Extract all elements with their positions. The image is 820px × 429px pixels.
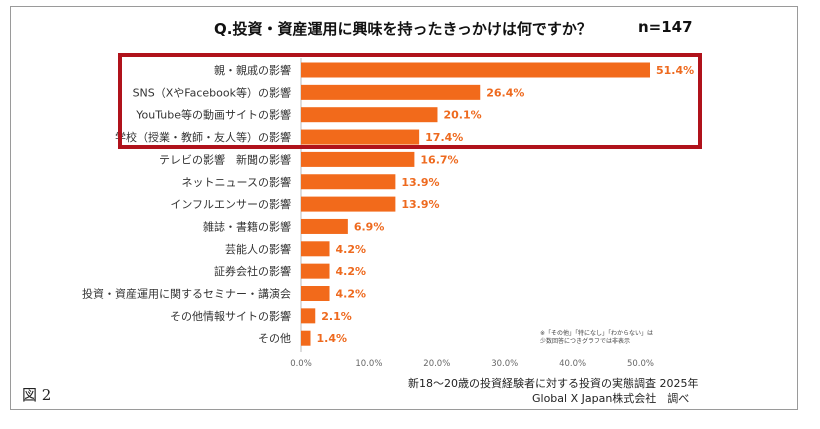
value-label: 16.7% (420, 153, 458, 166)
bar (301, 62, 651, 78)
sample-size: n=147 (638, 18, 693, 36)
category-label: 雑誌・書籍の影響 (203, 219, 291, 233)
bar (301, 218, 348, 234)
note-line-1: ※「その他」「特になし」「わからない」は (540, 330, 654, 337)
bar (301, 286, 330, 301)
value-label: 2.1% (321, 310, 352, 323)
category-label: 芸能人の影響 (225, 242, 291, 256)
source-line-1: 新18〜20歳の投資経験者に対する投資の実態調査 2025年 (408, 377, 699, 390)
category-label: テレビの影響 新聞の影響 (159, 152, 291, 166)
value-label: 13.9% (401, 198, 439, 211)
chart-note: ※「その他」「特になし」「わからない」は 少数回答につきグラフでは非表示 (540, 330, 653, 346)
category-label: ネットニュースの影響 (182, 175, 291, 189)
value-label: 4.2% (336, 288, 367, 301)
bar (301, 84, 481, 100)
figure-label: 図 2 (22, 386, 52, 404)
category-label: 証券会社の影響 (214, 264, 291, 278)
value-label: 26.4% (486, 86, 524, 99)
figure-frame (10, 6, 798, 410)
x-tick-label: 0.0% (290, 359, 312, 369)
bar (301, 263, 330, 279)
x-tick-label: 40.0% (559, 359, 586, 369)
value-label: 17.4% (425, 131, 463, 144)
category-label: その他情報サイトの影響 (170, 309, 291, 323)
bar (301, 196, 396, 212)
chart-title: Q.投資・資産運用に興味を持ったきっかけは何ですか？ (214, 20, 592, 38)
x-tick-label: 30.0% (491, 359, 518, 369)
category-label: 投資・資産運用に関するセミナー・講演会 (82, 287, 291, 301)
x-tick-label: 20.0% (423, 359, 450, 369)
category-label: SNS（XやFacebook等）の影響 (133, 85, 291, 99)
category-label: YouTube等の動画サイトの影響 (135, 108, 291, 122)
value-label: 6.9% (354, 220, 385, 233)
bar (301, 174, 396, 190)
category-label: 学校（授業・教師・友人等）の影響 (115, 130, 291, 144)
value-label: 20.1% (443, 109, 481, 122)
bar (301, 241, 330, 257)
value-label: 51.4% (656, 64, 694, 77)
bar (301, 330, 311, 346)
category-label: その他 (258, 332, 291, 345)
x-tick-label: 50.0% (627, 359, 654, 369)
bar (301, 151, 415, 167)
category-label: 親・親戚の影響 (214, 63, 291, 77)
bar (301, 107, 438, 123)
highlight-box (118, 53, 702, 149)
note-line-2: 少数回答につきグラフでは非表示 (540, 338, 631, 345)
value-label: 1.4% (317, 332, 348, 345)
x-tick-label: 10.0% (355, 359, 382, 369)
bar (301, 308, 316, 324)
bar (301, 129, 420, 145)
category-label: インフルエンサーの影響 (170, 197, 291, 211)
value-label: 4.2% (336, 243, 367, 256)
source-line-2: Global X Japan株式会社 調べ (532, 392, 690, 405)
value-label: 4.2% (336, 265, 367, 278)
value-label: 13.9% (401, 176, 439, 189)
